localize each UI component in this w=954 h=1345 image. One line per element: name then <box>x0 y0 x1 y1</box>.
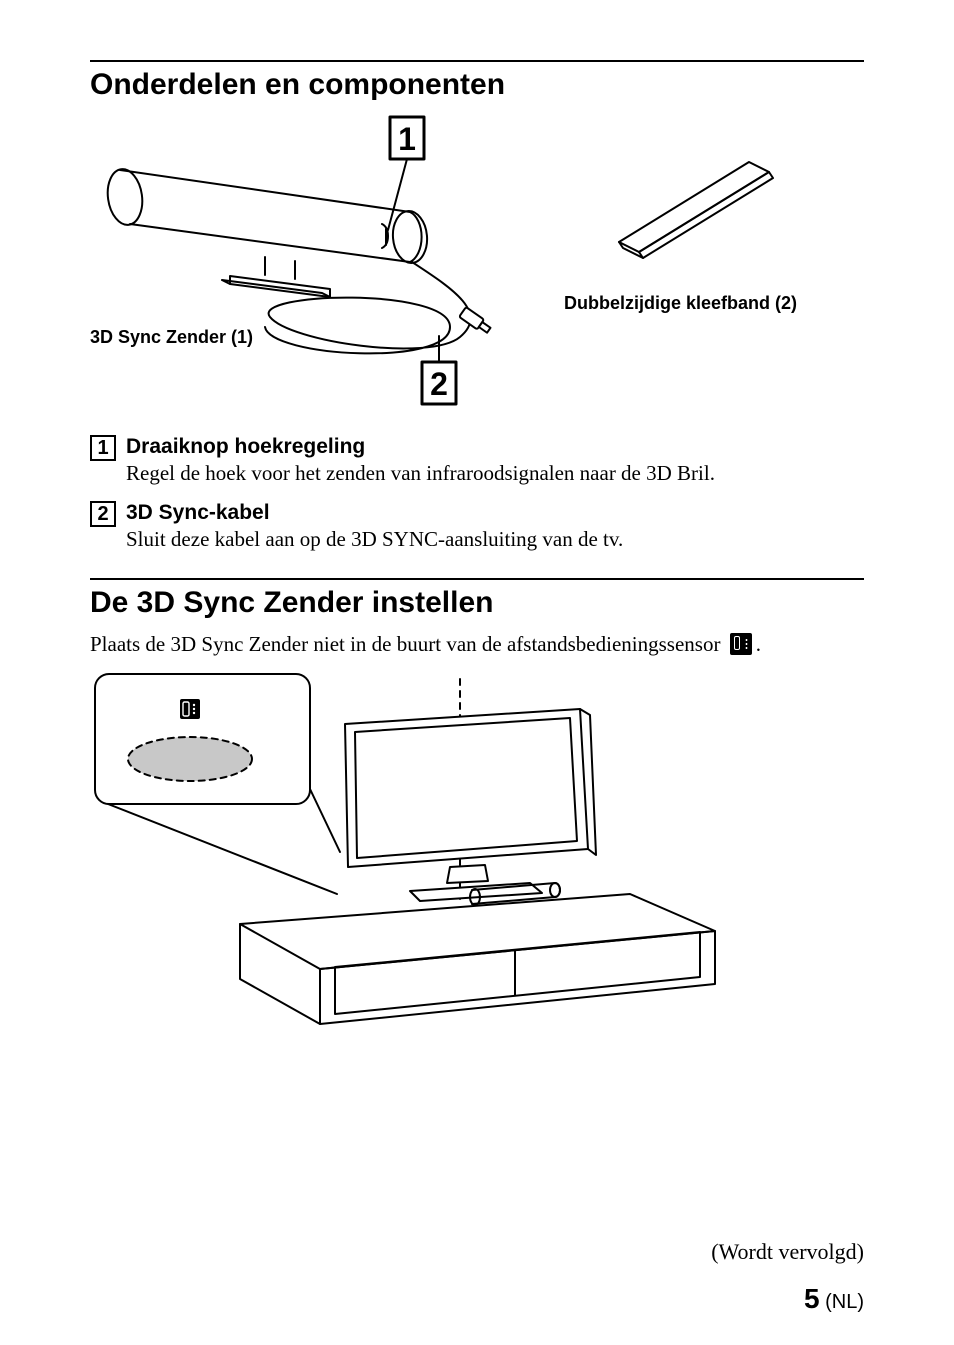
svg-text:1: 1 <box>398 121 416 157</box>
caption-transmitter: 3D Sync Zender (1) <box>90 327 253 348</box>
tv-setup-svg <box>90 669 730 1029</box>
section-title-1: Onderdelen en componenten <box>90 68 864 102</box>
figure-tape: Dubbelzijdige kleefband (2) <box>564 112 864 314</box>
page-lang: (NL) <box>825 1291 864 1313</box>
figure-row: 1 <box>90 112 864 417</box>
section-rule <box>90 60 864 62</box>
figure-tv-setup <box>90 669 864 1034</box>
section2-body-after: . <box>756 632 761 656</box>
section2-body-before: Plaats de 3D Sync Zender niet in de buur… <box>90 632 726 656</box>
caption-tape: Dubbelzijdige kleefband (2) <box>564 293 864 314</box>
item-2: 2 3D Sync-kabel Sluit deze kabel aan op … <box>90 501 864 553</box>
section-title-2: De 3D Sync Zender instellen <box>90 586 864 620</box>
item-num-1: 1 <box>90 435 116 461</box>
item-title-1: Draaiknop hoekregeling <box>126 435 864 459</box>
figure-transmitter: 1 <box>90 112 534 417</box>
item-title-2: 3D Sync-kabel <box>126 501 864 525</box>
tape-svg <box>564 112 784 282</box>
svg-text:2: 2 <box>430 366 448 402</box>
item-text-2: Sluit deze kabel aan op de 3D SYNC-aansl… <box>126 525 864 553</box>
item-list: 1 Draaiknop hoekregeling Regel de hoek v… <box>90 435 864 554</box>
section2-body: Plaats de 3D Sync Zender niet in de buur… <box>90 630 864 659</box>
section-rule-2 <box>90 578 864 580</box>
item-text-1: Regel de hoek voor het zenden van infrar… <box>126 459 864 487</box>
item-num-2: 2 <box>90 501 116 527</box>
transmitter-svg: 1 <box>90 112 520 412</box>
item-1: 1 Draaiknop hoekregeling Regel de hoek v… <box>90 435 864 487</box>
remote-sensor-icon <box>730 633 752 655</box>
manual-page: Onderdelen en componenten 1 <box>0 0 954 1345</box>
page-number-value: 5 <box>804 1283 820 1314</box>
page-number: 5 (NL) <box>804 1283 864 1315</box>
continued-label: (Wordt vervolgd) <box>711 1239 864 1265</box>
